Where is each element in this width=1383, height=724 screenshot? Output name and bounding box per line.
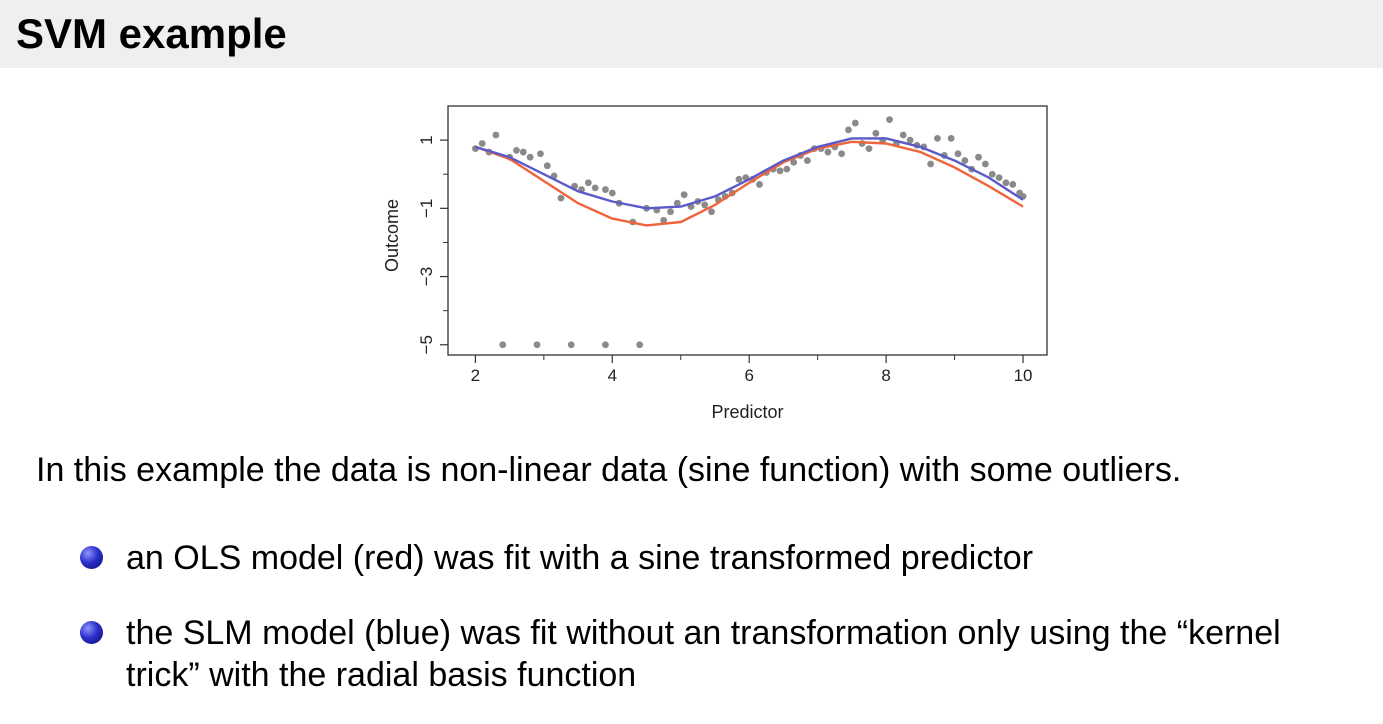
- data-point: [673, 199, 681, 207]
- chart-root: 2 4 6 8 10 −5 −3 −1 1 Predictor Outcome: [382, 105, 1048, 422]
- data-point: [660, 216, 668, 224]
- data-point: [567, 341, 575, 349]
- data-point: [526, 153, 534, 161]
- data-point: [776, 167, 784, 175]
- data-point: [499, 341, 507, 349]
- data-point: [735, 175, 743, 183]
- data-point: [533, 341, 541, 349]
- data-point: [701, 201, 709, 209]
- data-point: [838, 150, 846, 158]
- data-point: [602, 341, 609, 349]
- plot-frame: [447, 105, 1048, 356]
- data-point: [591, 184, 599, 192]
- data-point: [756, 181, 763, 188]
- data-point: [906, 136, 914, 144]
- data-point: [927, 160, 935, 168]
- bullet-text-ols: an OLS model (red) was fit with a sine t…: [126, 539, 1034, 577]
- data-point: [899, 131, 907, 139]
- data-point: [824, 148, 832, 156]
- data-point: [708, 208, 715, 216]
- data-point: [492, 131, 500, 139]
- data-point: [995, 174, 1003, 182]
- y-tick-label: −5: [417, 335, 436, 354]
- x-tick-label: 10: [1014, 366, 1033, 385]
- data-point: [1002, 179, 1010, 187]
- data-point: [981, 160, 989, 168]
- title-bar: SVM example: [0, 0, 1383, 68]
- ols-fit-line: [475, 140, 1024, 227]
- data-point: [667, 208, 674, 216]
- data-point: [783, 165, 791, 173]
- y-tick-label: −3: [417, 267, 436, 286]
- data-point: [478, 140, 486, 147]
- data-point: [680, 191, 688, 199]
- data-point: [1009, 181, 1017, 188]
- data-point: [804, 157, 811, 164]
- bullet-text-slm: the SLM model (blue) was fit without an …: [126, 614, 1281, 694]
- x-axis-label: Predictor: [711, 402, 783, 422]
- data-point: [636, 341, 644, 349]
- data-point: [602, 186, 609, 193]
- data-point: [790, 158, 798, 166]
- data-point: [845, 126, 852, 134]
- svm-fit-line: [475, 137, 1024, 210]
- x-tick-label: 6: [744, 366, 753, 385]
- intro-text: In this example the data is non-linear d…: [36, 451, 1182, 489]
- data-point: [865, 145, 873, 153]
- data-point: [851, 119, 859, 127]
- bullet-icon: [80, 546, 103, 569]
- data-point: [975, 153, 982, 161]
- data-point: [608, 189, 616, 197]
- data-point: [513, 146, 520, 154]
- data-point: [988, 170, 996, 178]
- data-point: [584, 179, 592, 187]
- data-point: [872, 129, 880, 137]
- data-point: [543, 162, 551, 170]
- data-point: [954, 150, 962, 158]
- x-tick-label: 4: [608, 366, 617, 385]
- data-point: [947, 135, 955, 142]
- bullet-icon: [80, 621, 103, 644]
- data-point: [934, 135, 941, 142]
- y-tick-label: 1: [417, 135, 436, 144]
- data-point: [961, 157, 969, 164]
- slide-title: SVM example: [16, 10, 287, 57]
- x-tick-label: 2: [471, 366, 480, 385]
- y-tick-label: −1: [417, 199, 436, 218]
- data-point: [886, 116, 893, 124]
- svm-scatter-chart: 2 4 6 8 10 −5 −3 −1 1 Predictor Outcome: [382, 105, 1048, 422]
- y-axis-label: Outcome: [382, 199, 402, 272]
- data-point: [557, 194, 565, 202]
- data-point: [537, 150, 544, 158]
- x-tick-label: 8: [881, 366, 890, 385]
- data-point: [519, 148, 527, 156]
